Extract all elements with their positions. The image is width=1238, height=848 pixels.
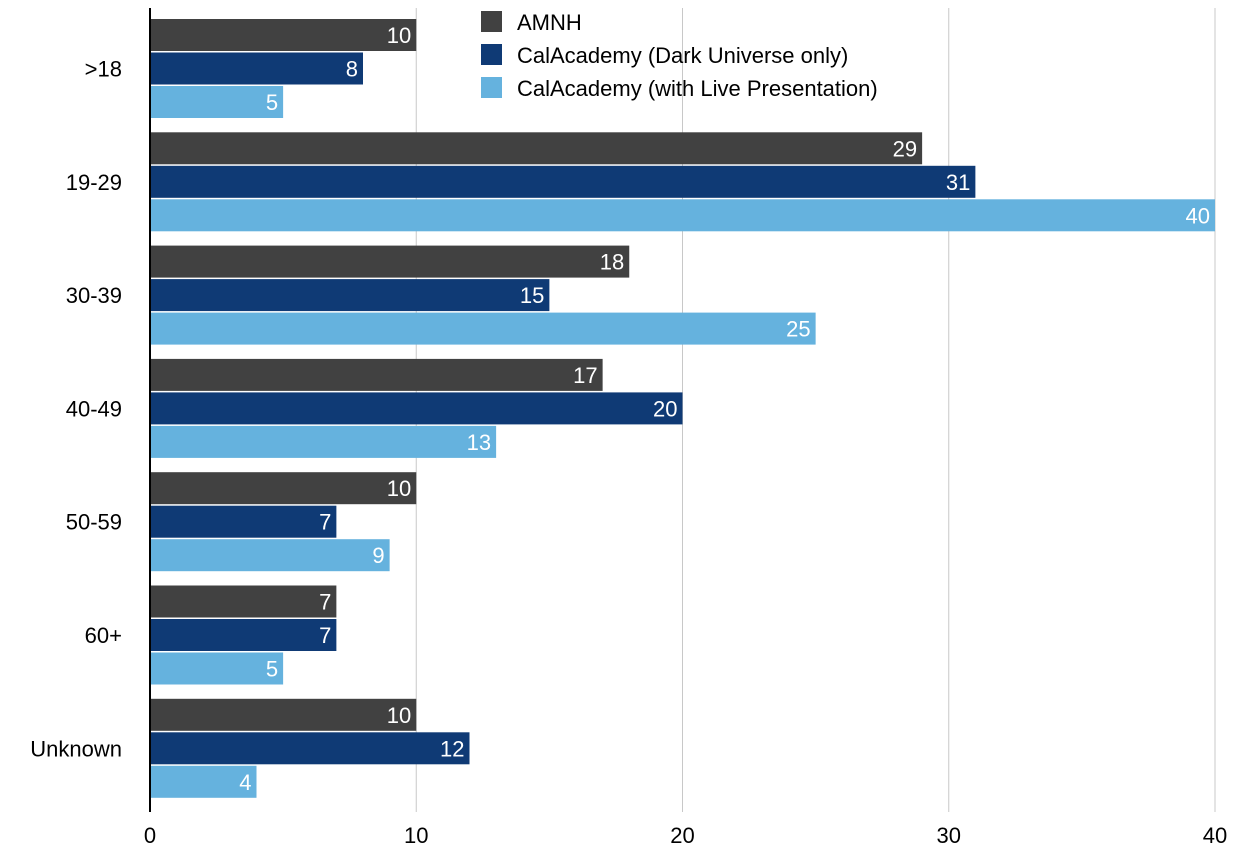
bar-40-49-series-2 [150, 425, 497, 458]
category-label-40-49: 40-49 [66, 396, 122, 421]
legend-swatch-series-0 [481, 11, 502, 32]
data-label-60+-series-1: 7 [319, 623, 331, 648]
legend-label-series-1: CalAcademy (Dark Universe only) [517, 43, 848, 68]
data-label-19-29-series-0: 29 [893, 136, 917, 161]
category-label-60+: 60+ [85, 623, 122, 648]
bar-50-59-series-2 [150, 539, 390, 572]
x-tick-label-30: 30 [937, 823, 961, 848]
bar-19-29-series-2 [150, 199, 1215, 232]
category-label-30-39: 30-39 [66, 283, 122, 308]
data-label->18-series-1: 8 [346, 57, 358, 82]
bar->18-series-1 [150, 52, 363, 85]
bar->18-series-2 [150, 86, 284, 118]
data-label->18-series-0: 10 [387, 23, 411, 48]
bar-60+-series-0 [150, 585, 337, 618]
x-tick-label-40: 40 [1203, 823, 1227, 848]
x-tick-label-0: 0 [144, 823, 156, 848]
bar-30-39-series-1 [150, 279, 550, 312]
bar-Unknown-series-2 [150, 765, 257, 798]
data-label-Unknown-series-2: 4 [239, 770, 251, 795]
data-label-60+-series-2: 5 [266, 657, 278, 682]
bar-50-59-series-1 [150, 505, 337, 538]
bar-60+-series-1 [150, 619, 337, 651]
data-label-30-39-series-2: 25 [786, 317, 810, 342]
data-label-30-39-series-0: 18 [600, 250, 624, 275]
bar-40-49-series-0 [150, 358, 603, 391]
bar-60+-series-2 [150, 652, 284, 685]
bar->18-series-0 [150, 19, 417, 51]
data-label-30-39-series-1: 15 [520, 283, 544, 308]
data-label-19-29-series-2: 40 [1186, 203, 1210, 228]
bar-30-39-series-0 [150, 245, 630, 278]
data-label-50-59-series-1: 7 [319, 510, 331, 535]
legend-label-series-0: AMNH [517, 10, 582, 35]
legend-label-series-2: CalAcademy (with Live Presentation) [517, 76, 878, 101]
category-label-50-59: 50-59 [66, 510, 122, 535]
data-label-40-49-series-2: 13 [467, 430, 491, 455]
data-label-19-29-series-1: 31 [946, 170, 970, 195]
bars: 10 8 5 29 31 40 18 15 25 17 20 13 10 7 9 7 7 5 10 12 4 [150, 19, 1215, 798]
data-label-60+-series-0: 7 [319, 590, 331, 615]
legend-swatch-series-1 [481, 44, 502, 65]
category-label-Unknown: Unknown [30, 736, 122, 761]
axes: >18 19-29 30-39 40-49 50-59 60+ Unknown 0 10 20 30… [30, 8, 1227, 848]
bar-30-39-series-2 [150, 312, 816, 345]
bar-Unknown-series-1 [150, 732, 470, 765]
bar-19-29-series-0 [150, 132, 923, 165]
data-label->18-series-2: 5 [266, 90, 278, 115]
category-label-19-29: 19-29 [66, 170, 122, 195]
bar-40-49-series-1 [150, 392, 683, 425]
data-label-40-49-series-0: 17 [573, 363, 597, 388]
legend-swatch-series-2 [481, 77, 502, 98]
bar-50-59-series-0 [150, 472, 417, 505]
legend: AMNH CalAcademy (Dark Universe only) CalAc… [481, 10, 878, 101]
data-label-Unknown-series-0: 10 [387, 703, 411, 728]
x-tick-label-20: 20 [670, 823, 694, 848]
x-tick-label-10: 10 [404, 823, 428, 848]
bar-19-29-series-1 [150, 165, 976, 198]
category-label->18: >18 [85, 57, 122, 82]
data-label-40-49-series-1: 20 [653, 396, 677, 421]
data-label-Unknown-series-1: 12 [440, 736, 464, 761]
data-label-50-59-series-2: 9 [372, 543, 384, 568]
data-label-50-59-series-0: 10 [387, 476, 411, 501]
bar-Unknown-series-0 [150, 698, 417, 731]
